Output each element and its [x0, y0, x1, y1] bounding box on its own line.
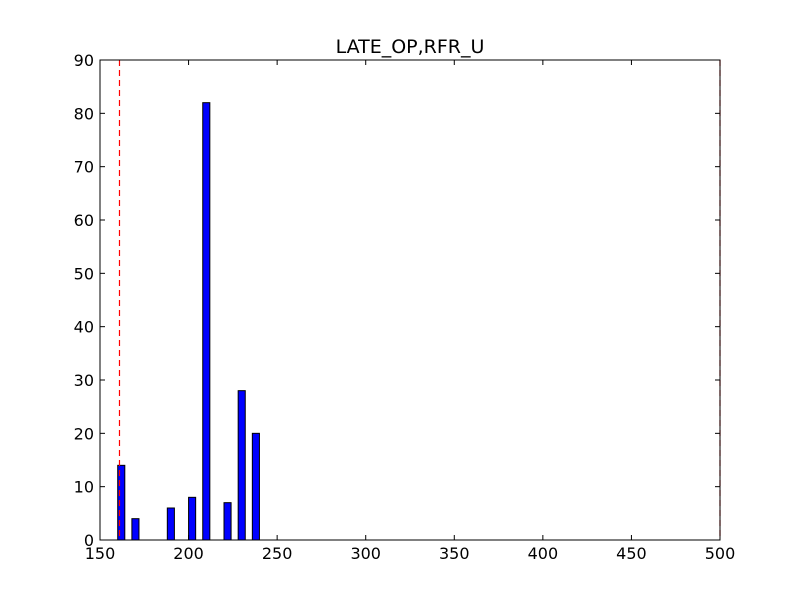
- y-axis: 0 10 20 30 40 50 60 70 80 90: [74, 51, 720, 550]
- y-tick-label: 60: [74, 211, 94, 230]
- y-tick-label: 20: [74, 424, 94, 443]
- y-tick-label: 0: [84, 531, 94, 550]
- x-axis: 150 200 250 300 350 400 450 500: [85, 60, 736, 563]
- bar-7: [251, 432, 260, 541]
- y-tick-label: 70: [74, 158, 94, 177]
- bar-2: [166, 507, 175, 541]
- y-tick-label: 30: [74, 371, 94, 390]
- bar-5: [223, 502, 232, 541]
- plot-area: [100, 60, 720, 540]
- bar-4: [202, 102, 211, 541]
- plot-frame: [99, 59, 721, 541]
- x-tick-label: 350: [439, 544, 470, 563]
- bar-3: [188, 496, 197, 541]
- x-tick-label: 400: [528, 544, 559, 563]
- x-tick-label: 250: [262, 544, 293, 563]
- y-tick-label: 10: [74, 478, 94, 497]
- y-tick-label: 40: [74, 318, 94, 337]
- y-tick-label: 50: [74, 264, 94, 283]
- chart-title: LATE_OP,RFR_U: [336, 36, 485, 58]
- y-tick-label: 90: [74, 51, 94, 70]
- x-tick-label: 150: [85, 544, 116, 563]
- bar-6: [237, 390, 246, 541]
- x-tick-label: 500: [705, 544, 736, 563]
- bar-1: [131, 518, 140, 541]
- x-tick-label: 300: [350, 544, 381, 563]
- y-tick-label: 80: [74, 104, 94, 123]
- x-tick-label: 450: [616, 544, 647, 563]
- x-tick-label: 200: [173, 544, 204, 563]
- bar-0: [117, 464, 126, 541]
